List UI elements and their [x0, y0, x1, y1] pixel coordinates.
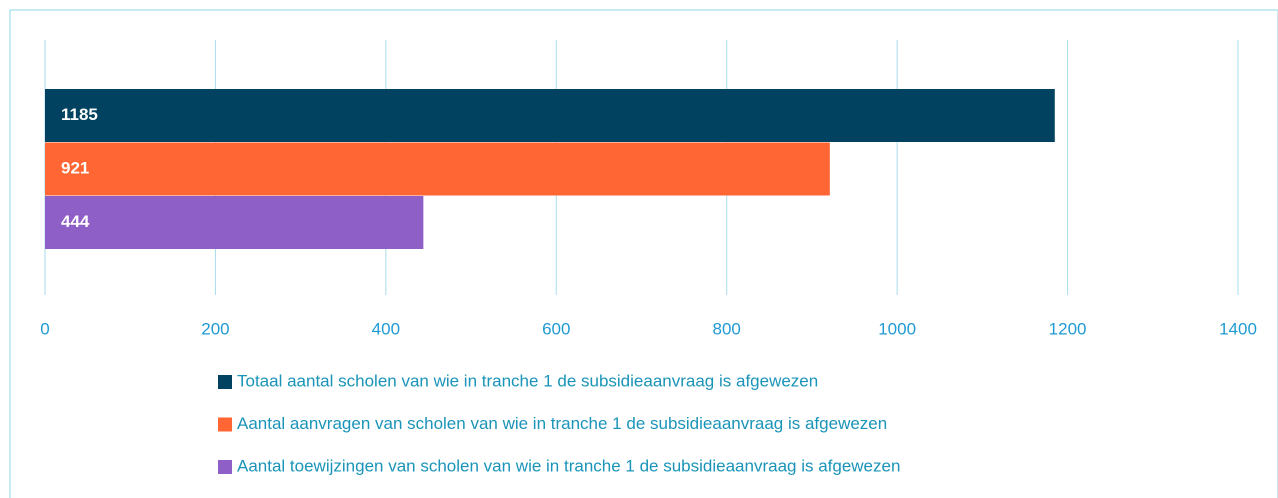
value-label: 921: [61, 159, 89, 178]
legend-label: Totaal aantal scholen van wie in tranche…: [237, 371, 818, 390]
x-tick-label: 1400: [1219, 319, 1257, 338]
legend-swatch: [218, 417, 232, 432]
bar: [45, 142, 830, 196]
chart-frame: [9, 9, 1278, 498]
x-tick-label: 0: [40, 319, 49, 338]
bar: [45, 89, 1055, 142]
x-tick-label: 1200: [1049, 319, 1087, 338]
x-tick-label: 800: [713, 319, 741, 338]
x-tick-label: 400: [372, 319, 400, 338]
value-label: 444: [61, 212, 90, 231]
legend-label: Aantal toewijzingen van scholen van wie …: [237, 456, 900, 475]
value-label: 1185: [61, 105, 98, 124]
bar: [45, 196, 424, 249]
x-tick-label: 600: [542, 319, 570, 338]
legend-swatch: [218, 375, 232, 389]
x-tick-label: 200: [201, 319, 229, 338]
legend-swatch: [218, 460, 232, 474]
x-tick-label: 1000: [878, 319, 916, 338]
legend-label: Aantal aanvragen van scholen van wie in …: [237, 414, 887, 433]
